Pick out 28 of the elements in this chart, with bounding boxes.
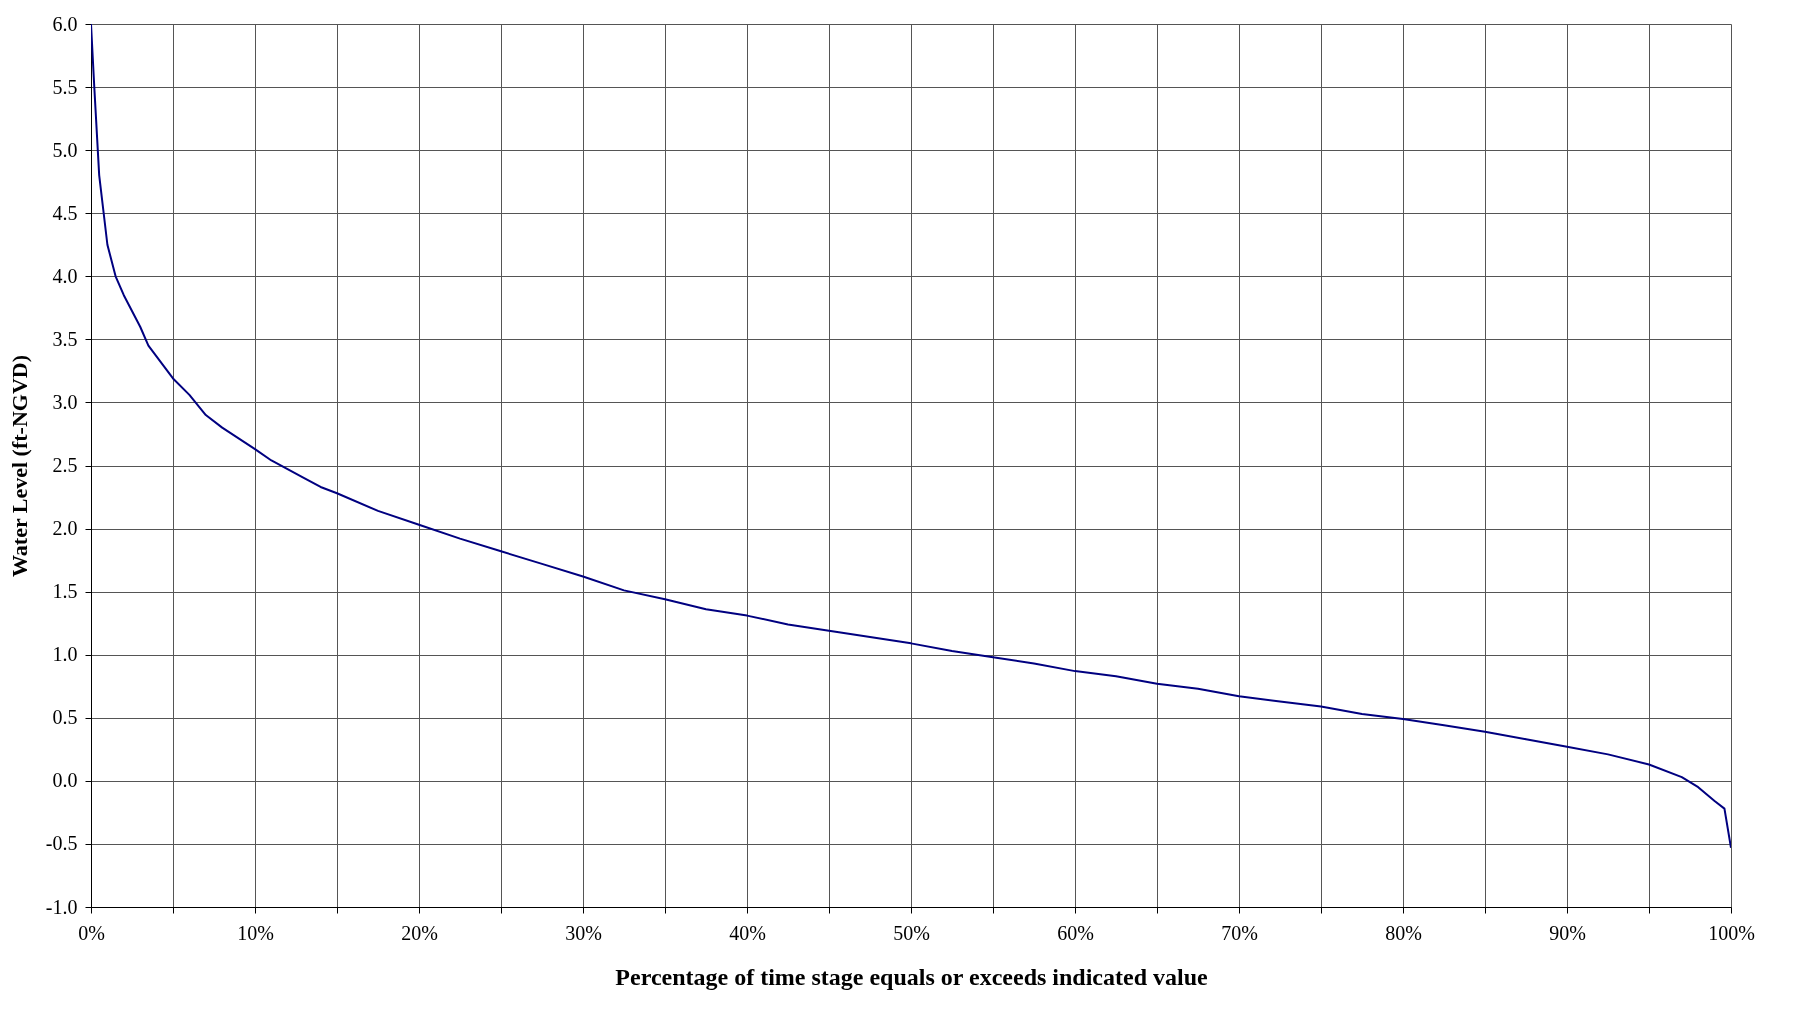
x-tick-label: 90% — [1549, 921, 1586, 944]
x-tick-label: 50% — [893, 921, 930, 944]
y-tick-label: 4.0 — [52, 264, 78, 287]
x-tick-label: 30% — [565, 921, 602, 944]
x-tick-label: 100% — [1708, 921, 1755, 944]
y-tick-label: 3.5 — [52, 327, 78, 350]
x-tick-label: 80% — [1385, 921, 1422, 944]
y-tick-label: 4.5 — [52, 201, 78, 224]
y-tick-label: 0.5 — [52, 706, 78, 729]
x-tick-label: 70% — [1221, 921, 1258, 944]
y-tick-label: 5.5 — [52, 75, 78, 98]
x-tick-label: 40% — [729, 921, 766, 944]
y-tick-label: 1.5 — [52, 580, 78, 603]
x-tick-label: 60% — [1057, 921, 1094, 944]
y-tick-label: -1.0 — [45, 895, 78, 918]
y-tick-label: 6.0 — [52, 12, 78, 35]
y-tick-label: 1.0 — [52, 643, 78, 666]
x-tick-label: 0% — [78, 921, 105, 944]
x-tick-label: 20% — [401, 921, 438, 944]
y-tick-label: -0.5 — [45, 832, 78, 855]
y-tick-label: 3.0 — [52, 390, 78, 413]
y-tick-label: 2.5 — [52, 454, 78, 476]
y-axis-title: Water Level (ft-NGVD) — [6, 355, 32, 577]
x-tick-label: 10% — [237, 921, 274, 944]
y-tick-label: 5.0 — [52, 138, 78, 161]
y-tick-label: 0.0 — [52, 769, 78, 792]
y-tick-label: 2.0 — [52, 517, 78, 540]
x-axis-title: Percentage of time stage equals or exceeds indicated value — [615, 963, 1209, 990]
